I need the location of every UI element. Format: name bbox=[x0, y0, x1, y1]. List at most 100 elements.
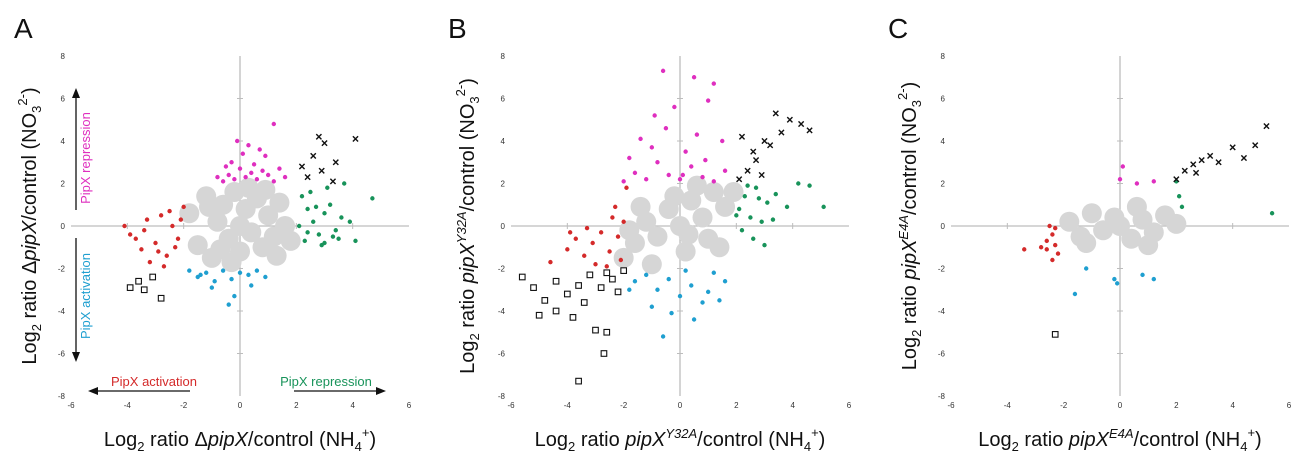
data-point bbox=[700, 174, 705, 180]
data-point-cross bbox=[1252, 142, 1259, 149]
data-point bbox=[313, 204, 319, 210]
data-point bbox=[565, 247, 570, 252]
data-point bbox=[234, 138, 240, 144]
data-point bbox=[282, 174, 288, 180]
data-point bbox=[229, 160, 234, 165]
data-point bbox=[655, 160, 660, 165]
background-point-cloud bbox=[269, 192, 290, 213]
x-tick-label: 0 bbox=[238, 401, 243, 410]
data-point-square bbox=[552, 307, 560, 315]
data-point bbox=[627, 287, 632, 292]
data-point bbox=[722, 168, 728, 173]
y-tick-label: -6 bbox=[58, 350, 66, 359]
data-point bbox=[1176, 194, 1182, 199]
data-point-cross bbox=[1190, 161, 1197, 168]
y-tick-label: 0 bbox=[501, 222, 506, 231]
data-point bbox=[142, 228, 147, 233]
background-point-cloud bbox=[266, 245, 287, 266]
data-point bbox=[302, 238, 307, 244]
background-point-cloud bbox=[238, 177, 259, 198]
data-point-cross bbox=[321, 140, 328, 147]
data-point bbox=[1044, 238, 1049, 244]
data-point bbox=[158, 213, 164, 218]
data-point bbox=[1022, 247, 1027, 252]
data-point bbox=[784, 204, 790, 210]
y-tick-label: 2 bbox=[61, 180, 66, 189]
data-point bbox=[666, 276, 671, 282]
background-point-cloud bbox=[709, 237, 730, 258]
x-tick-label: -4 bbox=[1004, 401, 1012, 410]
background-point-cloud bbox=[647, 226, 668, 247]
background-point-cloud bbox=[1121, 228, 1142, 249]
x-tick-label: 6 bbox=[407, 401, 412, 410]
data-point bbox=[299, 194, 305, 199]
background-point-cloud bbox=[641, 254, 662, 275]
data-point bbox=[689, 283, 694, 288]
data-point bbox=[260, 168, 265, 173]
data-point bbox=[156, 249, 161, 254]
panel-a-points bbox=[122, 121, 375, 307]
data-point-square bbox=[575, 377, 582, 385]
data-point bbox=[644, 177, 649, 182]
data-point bbox=[1084, 266, 1089, 271]
data-point bbox=[689, 164, 694, 169]
data-point-cross bbox=[786, 116, 793, 123]
data-point bbox=[666, 172, 671, 178]
data-point bbox=[263, 274, 268, 280]
data-point bbox=[677, 177, 683, 182]
background-point-cloud bbox=[715, 196, 736, 217]
y-tick-label: 2 bbox=[501, 180, 506, 189]
data-point bbox=[342, 181, 347, 186]
data-point bbox=[212, 279, 217, 284]
x-tick-label: -4 bbox=[124, 401, 132, 410]
background-point-cloud bbox=[678, 224, 699, 245]
data-point bbox=[226, 172, 231, 178]
data-point bbox=[170, 223, 175, 229]
data-point bbox=[254, 268, 260, 273]
data-point bbox=[762, 242, 767, 248]
data-point-square bbox=[603, 269, 611, 277]
data-point bbox=[683, 149, 688, 154]
x-tick-label: -6 bbox=[947, 401, 955, 410]
data-point-cross bbox=[750, 148, 757, 155]
y-tick-label: -2 bbox=[58, 265, 66, 274]
data-point-cross bbox=[1207, 152, 1214, 159]
data-point bbox=[232, 177, 237, 182]
data-point-square bbox=[140, 286, 148, 294]
data-point bbox=[711, 270, 716, 275]
data-point bbox=[1134, 181, 1140, 186]
data-point bbox=[1050, 257, 1055, 263]
data-point bbox=[237, 270, 243, 275]
data-point bbox=[322, 211, 327, 216]
data-point bbox=[604, 264, 609, 269]
data-point bbox=[226, 302, 231, 307]
data-point bbox=[705, 289, 711, 295]
data-point-cross bbox=[761, 137, 768, 145]
data-point bbox=[1053, 242, 1058, 248]
data-point-square bbox=[552, 277, 560, 285]
data-point bbox=[370, 196, 375, 201]
data-point-cross bbox=[798, 120, 805, 128]
y-tick-label: -4 bbox=[58, 307, 66, 316]
data-point bbox=[147, 259, 153, 265]
background-point-cloud bbox=[613, 247, 634, 268]
background-point-cloud bbox=[630, 196, 651, 217]
data-point bbox=[133, 236, 138, 241]
panel-b-y-axis-title: Log2 ratio pipXY32A/control (NO32-) bbox=[453, 78, 482, 374]
data-point bbox=[277, 166, 282, 171]
data-point bbox=[748, 215, 753, 220]
y-tick-label: 8 bbox=[61, 52, 66, 61]
data-point bbox=[753, 185, 759, 190]
data-point bbox=[333, 228, 338, 233]
x-tick-label: 6 bbox=[847, 401, 852, 410]
background-point-cloud bbox=[723, 182, 744, 202]
data-point bbox=[694, 132, 700, 137]
data-point bbox=[161, 264, 167, 269]
data-point bbox=[1047, 223, 1052, 229]
data-point-cross bbox=[1173, 176, 1180, 183]
data-point bbox=[652, 113, 657, 118]
data-point bbox=[198, 272, 203, 278]
panel-c-points bbox=[1022, 123, 1275, 338]
data-point-square bbox=[541, 297, 549, 304]
data-point bbox=[638, 136, 643, 142]
